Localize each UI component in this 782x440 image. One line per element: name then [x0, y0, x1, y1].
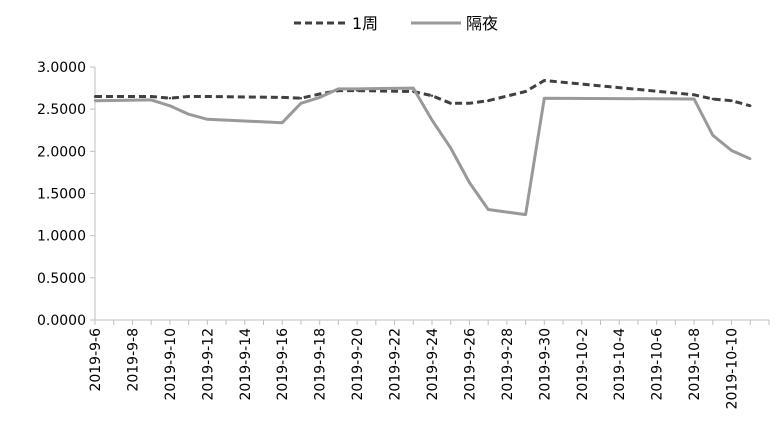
data-point-1week — [206, 95, 209, 98]
chart-legend: 1周 隔夜 — [294, 14, 498, 33]
data-point-overnight — [299, 102, 303, 105]
y-tick-label: 2.5000 — [37, 102, 86, 118]
x-tick-label: 2019-9-6 — [88, 328, 104, 392]
data-point-1week — [168, 97, 172, 100]
x-tick-label: 2019-9-20 — [350, 328, 366, 400]
data-point-overnight — [337, 87, 340, 91]
data-point-overnight — [430, 118, 434, 122]
x-tick-label: 2019-9-16 — [275, 328, 291, 401]
x-tick-label: 2019-9-8 — [125, 328, 141, 392]
data-point-1week — [692, 93, 696, 97]
data-point-overnight — [355, 87, 359, 91]
y-tick-label: 1.5000 — [37, 187, 86, 203]
y-tick-label: 2.0000 — [37, 144, 86, 160]
x-tick-label: 2019-9-12 — [200, 328, 216, 400]
y-tick-label: 0.5000 — [37, 271, 86, 287]
data-point-1week — [430, 94, 434, 97]
x-tick-label: 2019-10-2 — [575, 328, 591, 400]
data-point-1week — [187, 95, 190, 98]
y-tick-label: 0.0000 — [37, 313, 86, 329]
data-point-overnight — [468, 181, 471, 184]
data-point-overnight — [168, 104, 172, 108]
data-point-overnight — [749, 157, 752, 161]
x-tick-label: 2019-10-8 — [687, 328, 703, 400]
x-tick-label: 2019-10-4 — [612, 328, 628, 401]
x-tick-label: 2019-9-28 — [500, 328, 516, 400]
data-point-1week — [711, 97, 714, 101]
legend-label-1week: 1周 — [352, 14, 378, 33]
data-point-overnight — [93, 99, 97, 102]
data-point-overnight — [187, 113, 190, 116]
x-tick-label: 2019-9-22 — [388, 328, 404, 400]
x-tick-label: 2019-10-6 — [650, 328, 666, 401]
x-tick-label: 2019-9-14 — [238, 328, 254, 401]
data-point-overnight — [318, 96, 321, 99]
y-tick-label: 3.0000 — [37, 60, 86, 76]
data-point-overnight — [692, 97, 696, 101]
data-point-1week — [468, 102, 471, 105]
data-point-1week — [318, 92, 321, 96]
x-tick-label: 2019-9-18 — [313, 328, 329, 400]
x-tick-label: 2019-9-30 — [537, 328, 553, 400]
y-axis: 0.0000 0.5000 1.0000 1.5000 2.0000 2.5000 3.00… — [37, 60, 96, 329]
data-point-1week — [487, 99, 490, 102]
data-point-1week — [93, 95, 97, 98]
series-line-overnight — [94, 86, 751, 217]
data-point-overnight — [711, 134, 714, 137]
data-point-overnight — [487, 208, 490, 211]
data-point-1week — [749, 104, 752, 108]
data-point-1week — [449, 102, 452, 105]
data-point-1week — [150, 95, 153, 98]
data-point-1week — [524, 90, 527, 93]
data-point-overnight — [449, 146, 452, 150]
data-point-overnight — [524, 213, 527, 216]
data-point-overnight — [281, 121, 284, 124]
y-tick-label: 1.0000 — [37, 229, 86, 245]
data-point-overnight — [150, 98, 153, 102]
x-axis: 2019-9-6 2019-9-8 2019-9-10 2019-9-12 2019-9… — [88, 319, 770, 409]
data-point-1week — [730, 99, 733, 102]
x-tick-label: 2019-9-24 — [425, 328, 441, 401]
x-tick-label: 2019-9-26 — [462, 328, 478, 401]
data-point-1week — [299, 97, 303, 100]
data-point-overnight — [206, 118, 209, 121]
plot-area — [93, 79, 752, 217]
data-point-overnight — [730, 149, 733, 152]
data-point-1week — [543, 79, 546, 82]
legend-label-overnight: 隔夜 — [466, 14, 498, 33]
x-tick-label: 2019-10-10 — [725, 328, 741, 409]
data-point-overnight — [412, 86, 415, 90]
data-point-overnight — [543, 97, 546, 100]
x-tick-label: 2019-9-10 — [163, 328, 179, 400]
data-point-1week — [281, 96, 284, 99]
